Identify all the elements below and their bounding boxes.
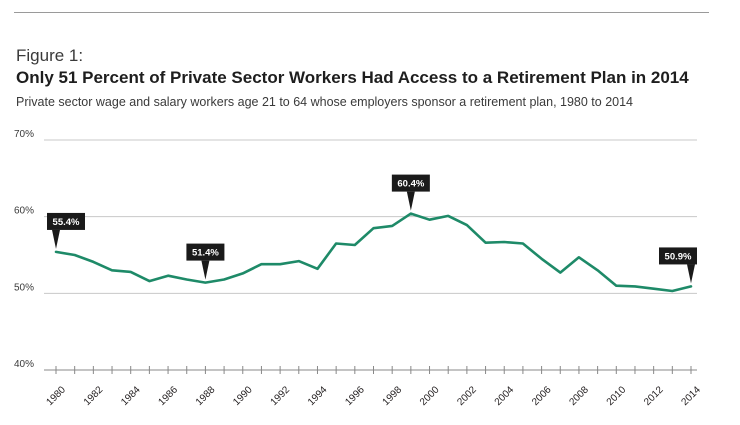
x-tick-label: 2002: [455, 384, 479, 408]
callout-box: [47, 212, 85, 230]
x-tick-label: 2012: [642, 384, 666, 408]
y-tick-label: 40%: [14, 359, 34, 370]
callout-pointer: [406, 191, 415, 211]
x-tick-label: 1982: [82, 384, 106, 408]
data-label: 51.4%: [192, 248, 219, 259]
x-tick-label: 1992: [269, 384, 293, 408]
x-tick-label: 1994: [306, 384, 330, 408]
x-tick-label: 1990: [231, 384, 255, 408]
x-tick-label: 2008: [567, 384, 591, 408]
chart-subtitle: Private sector wage and salary workers a…: [16, 95, 634, 109]
x-tick-label: 1988: [194, 384, 218, 408]
y-tick-label: 70%: [14, 129, 34, 140]
x-tick-label: 1986: [157, 384, 181, 408]
x-tick-label: 2000: [418, 384, 442, 408]
callout-pointer: [687, 264, 695, 284]
callout-pointer: [201, 260, 210, 280]
callout-box: [659, 247, 697, 265]
x-tick-label: 2004: [493, 384, 517, 408]
top-rule: [14, 12, 709, 13]
series-line: [54, 212, 693, 293]
x-tick-label: 2010: [605, 384, 629, 408]
x-tick-label: 2014: [679, 384, 703, 408]
chart-title: Only 51 Percent of Private Sector Worker…: [16, 68, 689, 87]
figure-label: Figure 1:: [16, 46, 84, 65]
x-tick-label: 1998: [381, 384, 405, 408]
x-tick-label: 1984: [119, 384, 143, 408]
x-tick-label: 1996: [343, 384, 367, 408]
data-label: 55.4%: [53, 217, 80, 228]
callout-box: [186, 243, 225, 261]
y-tick-label: 60%: [14, 206, 34, 217]
x-tick-label: 2006: [530, 384, 554, 408]
callout-box: [391, 174, 430, 192]
callout-pointer: [52, 229, 60, 249]
x-tick-label: 1980: [44, 384, 68, 408]
data-label: 60.4%: [397, 179, 424, 190]
y-tick-label: 50%: [14, 282, 34, 293]
data-label: 50.9%: [665, 251, 692, 262]
